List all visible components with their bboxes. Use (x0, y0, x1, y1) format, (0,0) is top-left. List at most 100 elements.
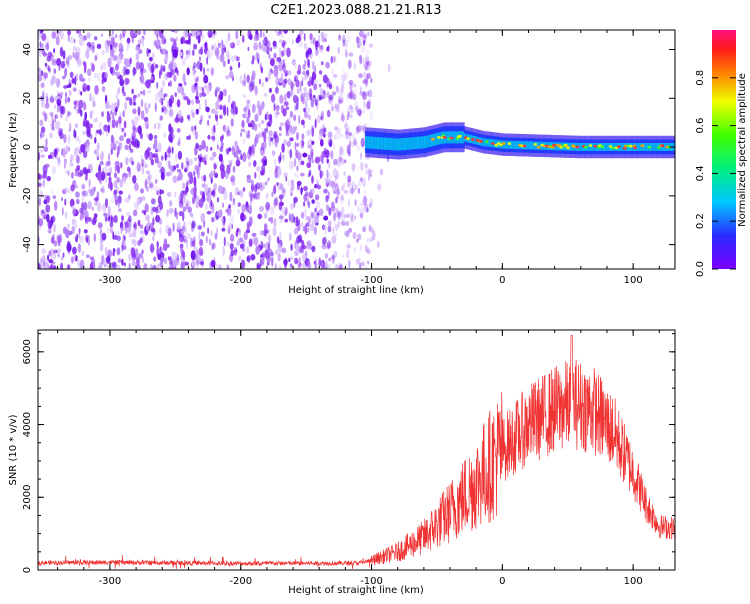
noise-speckle (168, 160, 171, 170)
noise-speckle (296, 243, 300, 251)
noise-speckle (183, 226, 186, 232)
noise-speckle (59, 132, 64, 140)
noise-speckle (181, 225, 185, 235)
noise-speckle (279, 231, 282, 241)
noise-speckle (201, 33, 205, 40)
noise-speckle (271, 257, 274, 267)
noise-speckle (147, 173, 152, 181)
noise-speckle (189, 213, 194, 217)
noise-speckle (247, 122, 253, 128)
colorbar-tick-label: 0.8 (695, 70, 706, 86)
noise-speckle (247, 46, 250, 52)
noise-speckle (311, 60, 315, 71)
noise-speckle (295, 220, 299, 227)
echo-band (604, 143, 607, 151)
noise-speckle (86, 138, 90, 145)
noise-speckle (222, 202, 225, 208)
noise-speckle (111, 30, 114, 35)
noise-speckle (191, 66, 196, 71)
noise-speckle (286, 117, 291, 125)
noise-speckle (320, 95, 324, 100)
noise-speckle (108, 215, 110, 223)
noise-speckle (255, 133, 259, 144)
noise-speckle (314, 118, 317, 129)
noise-speckle (103, 124, 108, 132)
noise-speckle (158, 90, 164, 99)
noise-speckle (151, 63, 155, 74)
noise-speckle (328, 94, 334, 101)
noise-speckle (278, 30, 283, 35)
noise-speckle (289, 160, 294, 170)
noise-speckle (99, 129, 102, 136)
noise-speckle (141, 165, 145, 175)
noise-speckle (193, 175, 196, 185)
echo-band (642, 143, 645, 151)
noise-speckle (167, 256, 172, 261)
noise-speckle (149, 56, 153, 62)
noise-speckle (89, 110, 93, 120)
noise-speckle (294, 77, 297, 82)
noise-speckle (54, 68, 57, 74)
noise-speckle (330, 55, 333, 64)
noise-speckle (300, 93, 303, 103)
noise-speckle (149, 263, 153, 269)
noise-speckle (213, 124, 216, 133)
noise-speckle (350, 141, 354, 148)
noise-speckle (246, 177, 252, 183)
noise-speckle (108, 152, 111, 162)
noise-speckle (362, 91, 367, 100)
noise-speckle (155, 38, 161, 47)
noise-speckle (177, 109, 183, 120)
noise-speckle (74, 255, 76, 260)
noise-speckle (106, 256, 111, 264)
noise-speckle (188, 134, 192, 140)
noise-speckle (348, 91, 354, 100)
noise-speckle (146, 47, 149, 57)
noise-speckle (203, 74, 209, 84)
noise-speckle (362, 57, 365, 68)
noise-speckle (265, 77, 269, 82)
noise-speckle (105, 100, 110, 110)
noise-speckle (42, 52, 48, 57)
noise-speckle (349, 104, 353, 110)
noise-speckle (216, 210, 222, 217)
noise-speckle (207, 187, 212, 193)
noise-speckle (243, 73, 246, 82)
noise-speckle (249, 197, 253, 206)
noise-speckle (277, 252, 281, 262)
noise-speckle (59, 46, 64, 57)
noise-speckle (164, 53, 169, 62)
noise-speckle (178, 194, 183, 204)
echo-band (366, 136, 369, 149)
noise-speckle (72, 246, 77, 255)
noise-speckle (353, 140, 358, 146)
noise-speckle (242, 153, 246, 163)
noise-speckle (346, 249, 350, 259)
noise-speckle (166, 154, 171, 158)
noise-speckle (214, 232, 218, 240)
noise-speckle (73, 128, 76, 139)
noise-speckle (148, 133, 153, 141)
noise-speckle (113, 55, 118, 61)
noise-speckle (155, 179, 158, 184)
echo-band (427, 135, 430, 148)
noise-speckle (114, 172, 117, 179)
echo-band (515, 141, 518, 149)
noise-speckle (270, 216, 274, 224)
noise-speckle (336, 104, 340, 113)
noise-speckle (343, 213, 349, 219)
noise-speckle (279, 50, 283, 59)
noise-speckle (355, 258, 360, 265)
noise-speckle (44, 112, 48, 122)
noise-speckle (144, 179, 148, 189)
noise-speckle (237, 202, 241, 207)
noise-speckle (338, 262, 343, 269)
noise-speckle (265, 229, 269, 234)
noise-speckle (236, 39, 241, 46)
noise-speckle (110, 149, 113, 155)
echo-band (651, 143, 654, 151)
noise-speckle (222, 60, 226, 68)
noise-speckle (101, 111, 104, 118)
spectrogram-x-axis-label: Height of straight line (km) (288, 285, 424, 296)
noise-speckle (314, 262, 318, 269)
